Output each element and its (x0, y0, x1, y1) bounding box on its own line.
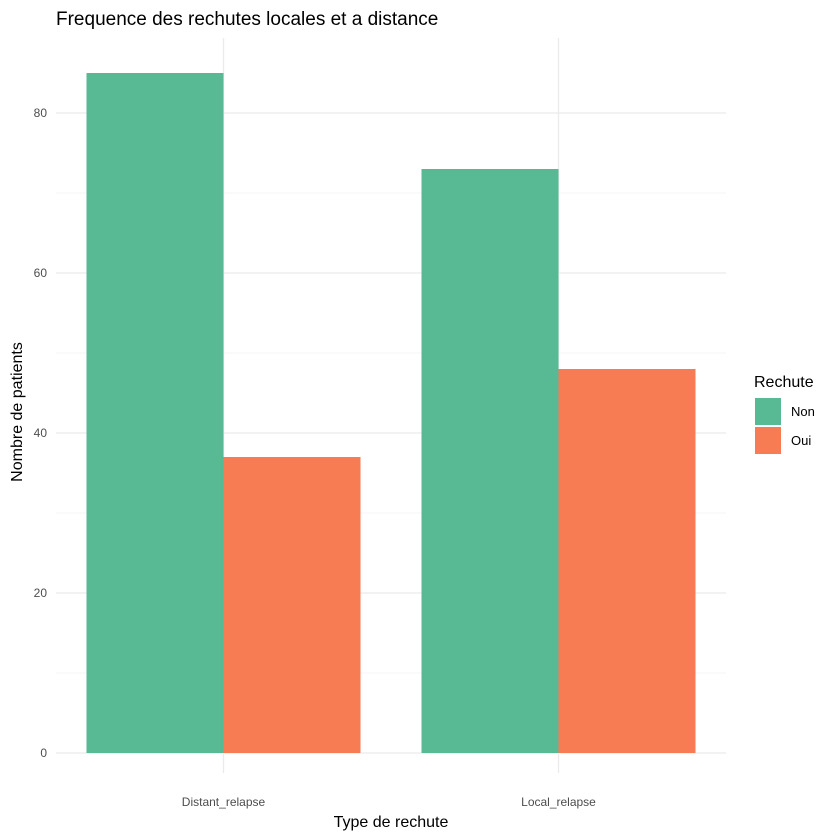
y-tick-label: 60 (34, 266, 48, 280)
legend: Rechute Non Oui (754, 374, 815, 454)
chart-title: Frequence des rechutes locales et a dist… (56, 9, 438, 30)
y-tick-label: 20 (34, 586, 48, 600)
legend-swatch-oui (755, 427, 781, 454)
y-axis-ticks: 0 20 40 60 80 (34, 106, 48, 760)
bar-oui-local-relapse (558, 369, 696, 753)
legend-swatch-non (755, 398, 781, 425)
bar-oui-distant-relapse (223, 457, 361, 753)
legend-label-non: Non (791, 404, 815, 419)
bar-non-local-relapse (421, 169, 559, 753)
legend-title: Rechute (754, 374, 814, 391)
y-tick-label: 80 (34, 106, 48, 120)
y-tick-label: 0 (40, 746, 47, 760)
y-axis-title: Nombre de patients (9, 342, 26, 482)
x-tick-label: Distant_relapse (182, 795, 266, 809)
bars (86, 73, 696, 753)
x-axis-title: Type de rechute (334, 814, 449, 831)
x-axis-ticks: Distant_relapse Local_relapse (182, 795, 596, 809)
legend-items: Non Oui (755, 398, 815, 454)
y-tick-label: 40 (34, 426, 48, 440)
legend-label-oui: Oui (791, 433, 811, 448)
x-tick-label: Local_relapse (521, 795, 596, 809)
bar-non-distant-relapse (86, 73, 224, 753)
